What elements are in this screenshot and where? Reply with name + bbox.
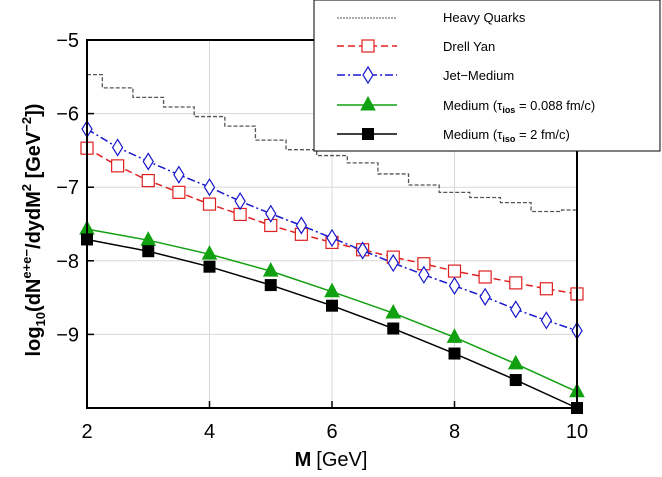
data-point: [265, 204, 277, 223]
series-line: [86, 147, 578, 295]
y-tick-label: −7: [56, 177, 79, 199]
legend-label-heavy-quarks: Heavy Quarks: [443, 10, 526, 25]
series-0: [87, 73, 577, 213]
legend-marker-sample: [361, 39, 375, 53]
data-point: [173, 165, 185, 184]
data-point: [387, 322, 400, 335]
x-tick-label: 10: [566, 421, 588, 443]
y-tick-label: −6: [56, 104, 79, 126]
legend-label-jet-medium: Jet−Medium: [443, 68, 514, 83]
legend: Heavy Quarks Drell Yan Jet−Medium Medium…: [313, 0, 661, 152]
legend-label-medium-tau-ios: Medium (τios = 0.088 fm/c): [443, 98, 595, 115]
data-point: [201, 245, 218, 260]
data-point: [479, 287, 491, 306]
data-point: [448, 276, 461, 295]
data-point: [324, 282, 340, 298]
data-point: [295, 216, 308, 235]
data-point: [264, 279, 277, 292]
x-tick-label: 6: [326, 421, 337, 443]
y-tick-label: −5: [56, 30, 79, 52]
data-point: [111, 159, 125, 173]
data-point: [140, 231, 157, 246]
legend-marker-sample: [362, 65, 374, 85]
ticks: 2 4 6 8 10 −5 −6 −7 −8 −9: [56, 30, 588, 443]
legend-samples: [337, 17, 397, 140]
data-point: [510, 300, 522, 319]
data-point: [356, 241, 369, 260]
data-point: [385, 304, 402, 319]
data-point: [203, 178, 216, 197]
data-point: [539, 282, 553, 296]
data-point: [478, 270, 492, 284]
data-point: [509, 374, 522, 387]
data-point: [509, 276, 523, 290]
x-axis-title: M [GeV]: [295, 449, 368, 471]
data-point: [326, 228, 338, 248]
data-point: [234, 192, 246, 211]
series-layer: [79, 73, 585, 414]
data-point: [142, 152, 154, 171]
x-tick-label: 4: [204, 421, 215, 443]
data-point: [262, 262, 279, 277]
data-point: [448, 347, 461, 360]
legend-marker-sample: [360, 95, 376, 111]
data-point: [142, 245, 155, 258]
data-point: [540, 311, 553, 330]
data-point: [418, 265, 430, 284]
data-point: [447, 264, 462, 278]
x-tick-label: 8: [449, 421, 460, 443]
series-line: [87, 73, 577, 213]
y-axis-title: log10(dNe+e−/dydM2 [GeV−2]): [19, 104, 48, 357]
data-point: [446, 328, 463, 343]
x-tick-label: 2: [81, 421, 92, 443]
data-point: [111, 138, 124, 157]
series-3: [79, 220, 585, 398]
series-2: [81, 119, 583, 340]
data-point: [141, 173, 155, 188]
legend-marker-sample: [362, 128, 374, 140]
data-point: [202, 197, 217, 211]
legend-label-medium-tau-iso: Medium (τiso = 2 fm/c): [443, 127, 570, 144]
y-tick-label: −9: [56, 324, 79, 346]
data-point: [507, 354, 524, 370]
data-point: [172, 185, 186, 199]
data-point: [326, 299, 338, 312]
data-point: [387, 253, 399, 273]
y-tick-label: −8: [56, 251, 79, 273]
legend-label-drell-yan: Drell Yan: [443, 39, 495, 54]
data-point: [203, 260, 216, 273]
